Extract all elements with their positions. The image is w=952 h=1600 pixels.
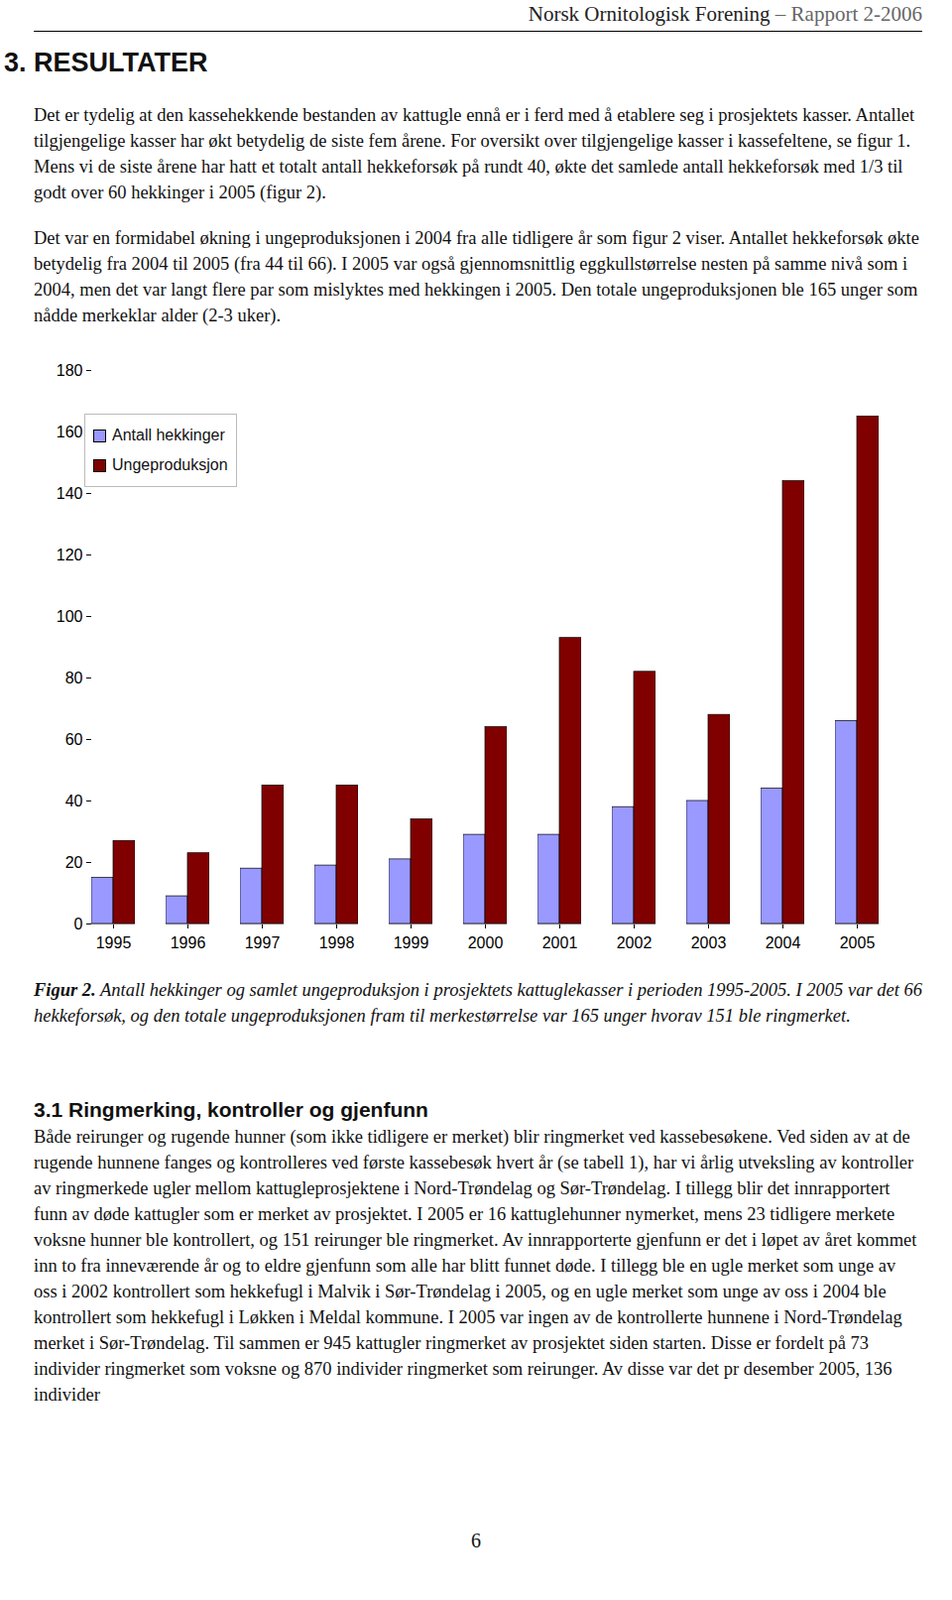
svg-text:0: 0 [74, 915, 84, 933]
svg-text:100: 100 [56, 607, 84, 625]
svg-text:2005: 2005 [839, 934, 876, 952]
svg-text:2003: 2003 [691, 934, 727, 952]
html-text:Figur 2. Antall hekkinger og s: Figur 2. Antall hekkinger og samlet unge… [33, 979, 923, 1026]
svg-text:160: 160 [56, 423, 84, 441]
html-text:Det var en formidabel økning i: Det var en formidabel økning i ungeprodu… [33, 228, 920, 326]
html-text:Ungeproduksjon: Ungeproduksjon [112, 456, 228, 474]
svg-text:1999: 1999 [393, 934, 430, 952]
svg-text:80: 80 [65, 669, 84, 687]
html-text:Antall hekkinger: Antall hekkinger [112, 426, 225, 444]
svg-text:120: 120 [56, 546, 84, 564]
svg-text:60: 60 [65, 730, 84, 748]
svg-text:40: 40 [65, 792, 84, 810]
svg-text:2001: 2001 [542, 934, 579, 952]
html-text:Det er tydelig at den kassehek: Det er tydelig at den kassehekkende best… [33, 105, 915, 203]
html-text:6: 6 [471, 1529, 481, 1551]
html-text:Både reirunger og rugende hunn: Både reirunger og rugende hunner (som ik… [33, 1126, 917, 1405]
svg-text:1995: 1995 [96, 934, 132, 952]
html-text:3. RESULTATER: 3. RESULTATER [3, 47, 208, 78]
html-text:3.1 Ringmerking, kontroller og: 3.1 Ringmerking, kontroller og gjenfunn [33, 1097, 429, 1121]
svg-text:1998: 1998 [319, 934, 356, 952]
svg-text:180: 180 [56, 361, 84, 379]
svg-text:20: 20 [65, 853, 84, 871]
svg-text:2000: 2000 [468, 934, 504, 952]
svg-text:1997: 1997 [244, 934, 281, 952]
svg-text:140: 140 [56, 484, 84, 502]
svg-text:2004: 2004 [765, 934, 802, 952]
html-text:Norsk Ornitologisk Forening –: Norsk Ornitologisk Forening – Rapport 2-… [528, 1, 923, 26]
svg-text:2002: 2002 [616, 934, 653, 952]
svg-text:1996: 1996 [170, 934, 207, 952]
